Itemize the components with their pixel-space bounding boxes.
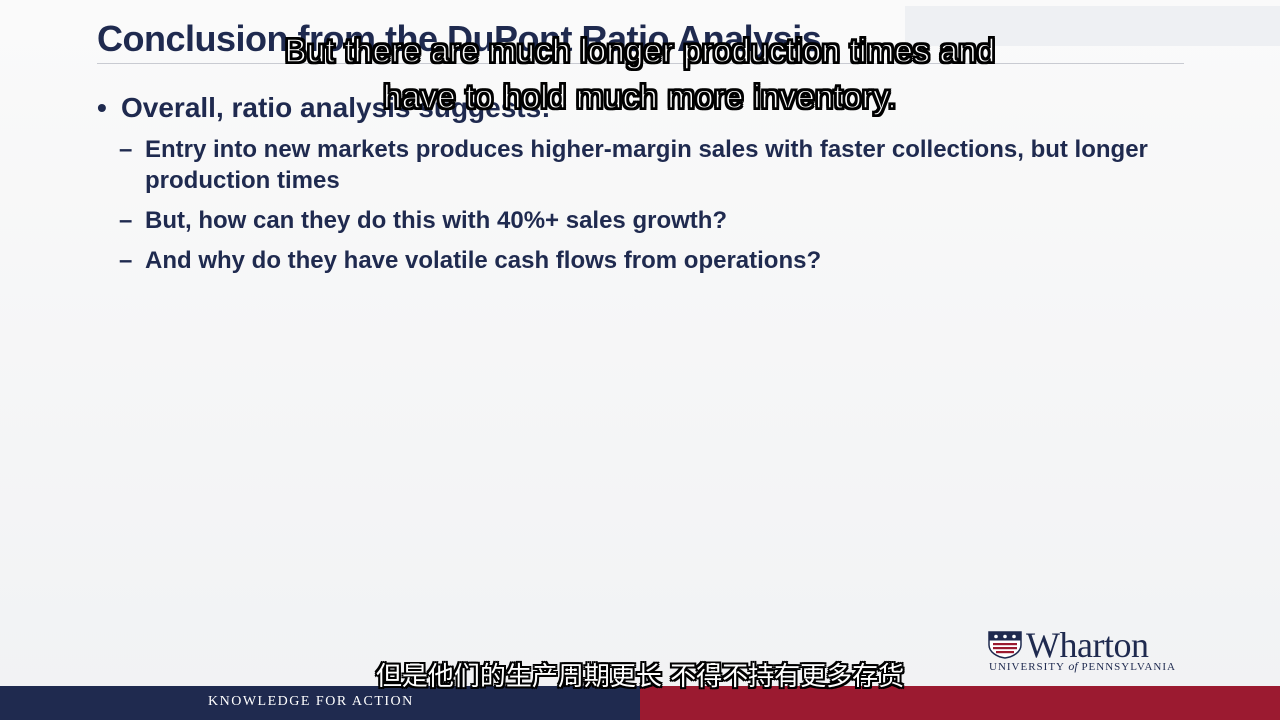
sub-bullet-marker: – [119,207,133,234]
sub-bullet: – Entry into new markets produces higher… [119,134,1187,196]
logo-subline-of: of [1068,659,1078,673]
wharton-logo: Wharton UNIVERSITY of PENNSYLVANIA [988,625,1193,674]
logo-subline-university: UNIVERSITY [989,661,1065,673]
logo-subline-pennsylvania: PENNSYLVANIA [1081,661,1176,673]
sub-bullet-marker: – [119,247,133,274]
footer-bar-right [640,686,1280,720]
title-divider [97,63,1184,64]
main-bullet-text: Overall, ratio analysis suggests: [121,92,551,123]
bullet-marker: • [97,92,107,123]
chinese-subtitle: 但是他们的生产周期更长 不得不持有更多存货 [375,662,905,692]
sub-bullet-text: Entry into new markets produces higher-m… [145,136,1148,194]
sub-bullet-marker: – [119,136,133,163]
slide-body: • Overall, ratio analysis suggests: – En… [97,90,1187,285]
sub-bullet-text: But, how can they do this with 40%+ sale… [145,207,728,234]
sub-bullet-list: – Entry into new markets produces higher… [97,134,1187,276]
top-right-overlay [905,6,1280,46]
logo-subline: UNIVERSITY of PENNSYLVANIA [989,659,1176,674]
main-bullet: • Overall, ratio analysis suggests: [97,90,1187,126]
penn-shield-icon [988,631,1022,659]
logo-wordmark: Wharton [1026,625,1149,665]
sub-bullet: – And why do they have volatile cash flo… [119,245,1187,276]
footer-bar-left: KNOWLEDGE FOR ACTION [0,686,640,720]
slide-title: Conclusion from the DuPont Ratio Analysi… [97,18,822,59]
english-subtitle: But there are much longer production tim… [284,31,996,115]
footer-tagline: KNOWLEDGE FOR ACTION [208,694,414,709]
sub-bullet: – But, how can they do this with 40%+ sa… [119,205,1187,236]
sub-bullet-text: And why do they have volatile cash flows… [145,247,822,274]
